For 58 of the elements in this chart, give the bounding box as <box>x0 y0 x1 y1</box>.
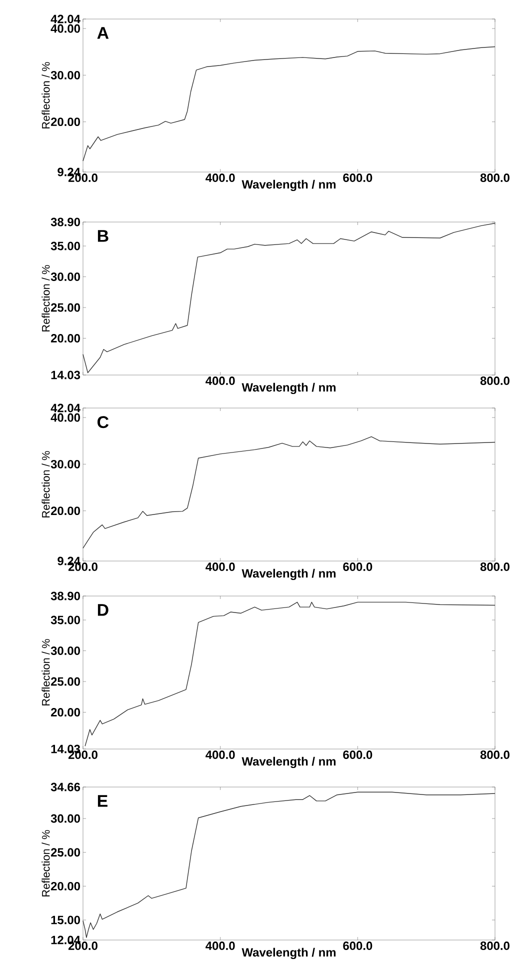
x-tick-label: 600.0 <box>343 562 372 571</box>
y-tick-label: 20.00 <box>50 118 80 126</box>
y-tick-label: 30.00 <box>50 646 80 656</box>
y-axis-title: Reflection / % <box>42 62 50 128</box>
x-tick-label: 800.0 <box>480 174 510 182</box>
x-tick-label: 600.0 <box>343 174 372 182</box>
annotation: E <box>98 795 108 807</box>
line-series <box>82 436 496 548</box>
annotation: C <box>98 416 109 428</box>
y-tick-label: 42.04 <box>50 14 80 24</box>
x-axis-title: Wavelength / nm <box>242 568 336 580</box>
y-tick-label: 35.00 <box>50 616 80 624</box>
y-tick-label: 25.00 <box>50 848 80 857</box>
line-series <box>82 792 496 938</box>
x-tick-label: 400.0 <box>206 174 235 182</box>
x-axis-title: Wavelength / nm <box>242 756 336 768</box>
x-axis-title: Wavelength / nm <box>242 948 336 960</box>
x-tick-label: 800.0 <box>480 942 510 950</box>
y-axis-title: Reflection / % <box>42 639 50 706</box>
y-tick-label: 38.90 <box>50 218 80 226</box>
y-tick-label: 25.00 <box>50 303 80 312</box>
y-tick-label: 30.00 <box>50 814 80 823</box>
line-series <box>84 602 496 746</box>
x-tick-label: 800.0 <box>480 562 510 571</box>
x-tick-label: 600.0 <box>343 750 372 759</box>
y-tick-label: 30.00 <box>50 460 80 468</box>
y-tick-label: 25.00 <box>50 677 80 686</box>
x-tick-label: 800.0 <box>480 750 510 759</box>
y-tick-label: 30.00 <box>50 272 80 282</box>
y-tick-label: 34.66 <box>50 782 80 792</box>
annotation: D <box>98 604 108 616</box>
y-axis-title: Reflection / % <box>42 451 50 518</box>
y-tick-label: 20.00 <box>50 334 80 343</box>
y-tick-label: 20.00 <box>50 506 80 516</box>
y-tick-label: 20.00 <box>50 882 80 890</box>
x-tick-label: 400.0 <box>206 562 235 571</box>
y-tick-label: 40.00 <box>50 413 80 422</box>
y-tick-label: 30.00 <box>50 70 80 80</box>
y-tick-label: 20.00 <box>50 708 80 717</box>
y-tick-label: 42.04 <box>50 404 80 412</box>
y-tick-label: 35.00 <box>50 242 80 250</box>
y-tick-label: 38.90 <box>50 592 80 600</box>
y-tick-label: 14.03 <box>51 370 80 380</box>
y-axis-title: Reflection / % <box>42 830 50 896</box>
x-axis-title: Wavelength / nm <box>242 382 336 394</box>
x-tick-label: 400.0 <box>206 750 235 759</box>
y-tick-label: 40.00 <box>50 24 80 33</box>
annotation: A <box>97 27 109 39</box>
x-tick-label: 400.0 <box>206 376 235 385</box>
x-tick-label: 400.0 <box>206 942 235 950</box>
annotation: B <box>98 230 108 242</box>
line-series <box>82 46 496 162</box>
y-tick-label: 15.00 <box>51 916 80 924</box>
x-axis-title: Wavelength / nm <box>242 180 336 192</box>
line-series <box>82 222 496 374</box>
x-tick-label: 800.0 <box>480 376 510 385</box>
x-tick-label: 600.0 <box>343 942 372 950</box>
y-axis-title: Reflection / % <box>42 265 50 332</box>
